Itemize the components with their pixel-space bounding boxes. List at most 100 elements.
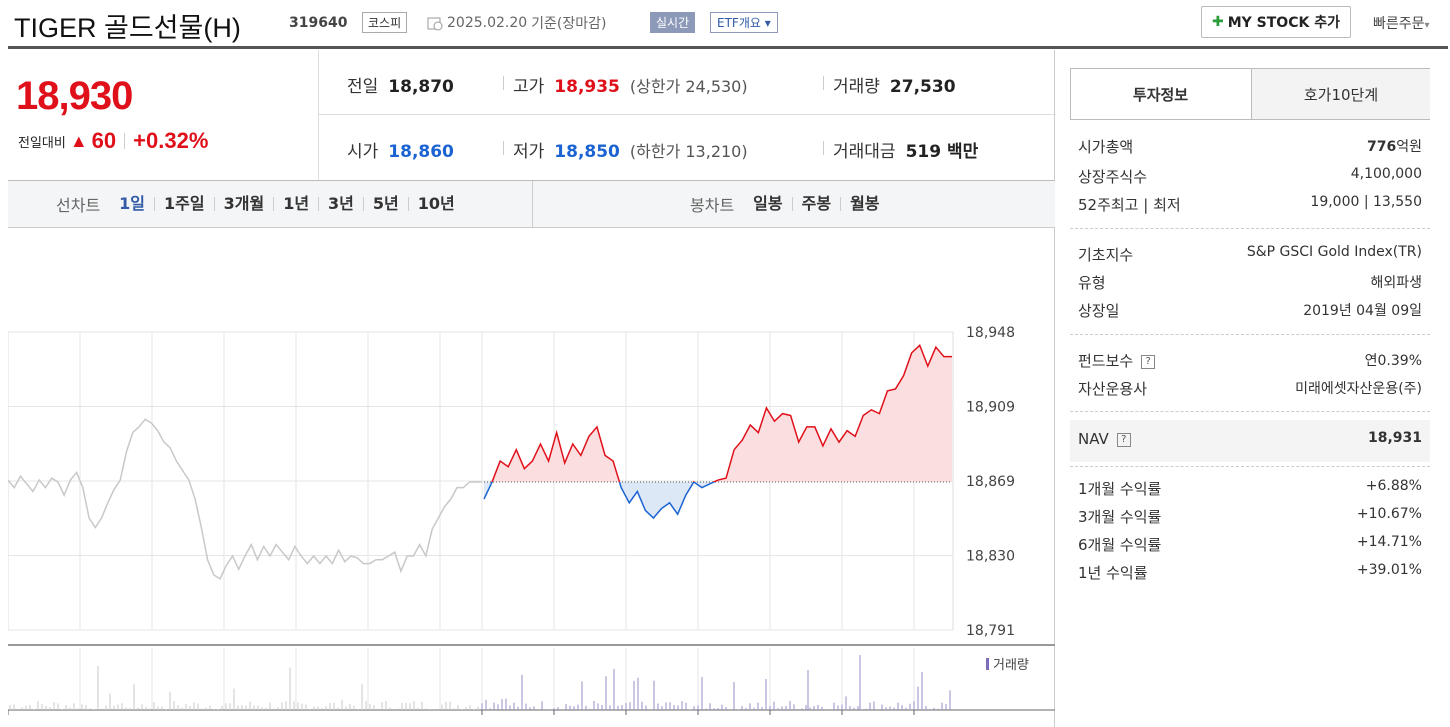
return-6m-row: 6개월 수익률 +14.71% (1078, 534, 1422, 555)
manager-value: 미래에셋자산운용(주) (1295, 381, 1422, 397)
nav-label-group: NAV? (1078, 430, 1131, 448)
tab-line-1[interactable]: 1주일 (154, 196, 214, 212)
return-3m-label: 3개월 수익률 (1078, 508, 1162, 526)
header-divider (8, 46, 1448, 49)
y-tick-label: 18,869 (966, 474, 1015, 490)
return-1y-value: +39.01% (1356, 562, 1422, 578)
change-divider (124, 133, 126, 149)
stat-prev-value: 18,870 (388, 77, 454, 97)
tab-candle-0[interactable]: 일봉 (753, 194, 783, 213)
shares-value: 4,100,000 (1350, 166, 1422, 182)
market-cap-number: 776 (1367, 139, 1397, 155)
market-cap-unit: 억원 (1396, 139, 1422, 155)
candle-chart-tabs: 봉차트 일봉 주봉 월봉 (690, 181, 889, 227)
price-change: 전일대비 ▲ 60 +0.32% (18, 128, 208, 154)
w52-value: 19,000 | 13,550 (1310, 194, 1422, 210)
tab-line-3[interactable]: 1년 (273, 196, 318, 212)
w52-label: 52주최고 | 최저 (1078, 196, 1181, 214)
tab-line-0[interactable]: 1일 (119, 194, 146, 213)
tab-candle-2[interactable]: 월봉 (840, 196, 888, 212)
realtime-button[interactable]: 실시간 (650, 12, 696, 33)
market-cap-row: 시가총액 776억원 (1078, 136, 1422, 157)
etf-summary-label: ETF개요 (717, 16, 761, 30)
stat-high: 고가 18,935 (상한가 24,530) (513, 72, 748, 97)
market-cap-value: 776억원 (1367, 136, 1422, 157)
index-value: S&P GSCI Gold Index(TR) (1246, 244, 1422, 260)
listing-row: 상장일 2019년 04월 09일 (1078, 300, 1422, 321)
today-line-up (491, 343, 952, 482)
listing-label: 상장일 (1078, 302, 1120, 320)
type-value: 해외파생 (1370, 275, 1422, 291)
tab-investment-info[interactable]: 투자정보 (1071, 69, 1250, 119)
help-icon[interactable]: ? (1116, 432, 1131, 447)
chevron-down-icon: ▾ (1424, 20, 1430, 31)
nav-value: 18,931 (1367, 430, 1422, 446)
stat-volume-label: 거래량 (833, 77, 880, 97)
stat-divider (503, 76, 504, 90)
stat-volume-value: 27,530 (889, 77, 956, 97)
up-arrow-icon: ▲ (69, 130, 88, 151)
return-3m-value: +10.67% (1356, 506, 1422, 522)
stat-volume: 거래량 27,530 (833, 72, 956, 97)
etf-summary-dropdown[interactable]: ETF개요 ▾ (710, 12, 778, 33)
prev-day-line (8, 418, 482, 580)
y-tick-label: 18,830 (966, 549, 1015, 565)
divider (1070, 228, 1430, 229)
divider (1070, 466, 1430, 467)
stats-row-2: 시가 18,860 저가 18,850 (하한가 13,210) 거래대금 519 백만 (319, 115, 1056, 180)
tab-line-2[interactable]: 3개월 (213, 196, 274, 212)
stock-title: TIGER 골드선물(H) (14, 13, 241, 43)
quick-order-dropdown[interactable]: 빠른주문▾ (1373, 13, 1430, 33)
nav-value-wrap: 18,931 (1368, 430, 1422, 448)
date-label: 2025.02.20 기준(장마감) (427, 13, 607, 33)
divider (1070, 334, 1430, 335)
stat-low-label: 저가 (513, 142, 545, 162)
return-3m-row: 3개월 수익률 +10.67% (1078, 506, 1422, 527)
return-1m-value: +6.88% (1365, 478, 1422, 494)
return-1y-label: 1년 수익률 (1078, 564, 1148, 582)
divider (1070, 411, 1430, 412)
stat-upper-limit: (상한가 24,530) (629, 77, 748, 96)
fee-value: 연0.39% (1364, 353, 1422, 369)
return-1m-label: 1개월 수익률 (1078, 480, 1162, 498)
index-label: 기초지수 (1078, 246, 1134, 264)
stat-amount-value: 519 백만 (905, 142, 979, 162)
tab-candle-1[interactable]: 주봉 (791, 196, 840, 212)
mystock-label: MY STOCK 추가 (1227, 15, 1340, 31)
candle-chart-label: 봉차트 (690, 196, 735, 215)
stat-low: 저가 18,850 (하한가 13,210) (513, 137, 748, 162)
mystock-add-button[interactable]: ✚ MY STOCK 추가 (1201, 6, 1351, 38)
quick-order-label: 빠른주문 (1373, 16, 1425, 32)
listing-value: 2019년 04월 09일 (1303, 303, 1422, 319)
help-icon[interactable]: ? (1141, 354, 1156, 369)
tab-line-5[interactable]: 5년 (362, 196, 408, 212)
price-stats: 전일 18,870 고가 18,935 (상한가 24,530) 거래량 27,530 … (318, 50, 1056, 180)
market-badge: 코스피 (362, 12, 408, 33)
stat-divider (823, 141, 824, 155)
current-price: 18,930 (16, 74, 133, 118)
date-suffix: 기준(장마감) (531, 16, 607, 32)
market-cap-label: 시가총액 (1078, 138, 1134, 156)
type-row: 유형 해외파생 (1078, 272, 1422, 293)
stat-amount-label: 거래대금 (833, 142, 896, 162)
return-1m-row: 1개월 수익률 +6.88% (1078, 478, 1422, 499)
change-value: 60 (91, 128, 117, 153)
stat-open-label: 시가 (347, 142, 379, 162)
up-area (484, 345, 952, 482)
tab-divider (532, 181, 533, 227)
stock-code: 319640 (289, 15, 348, 31)
page-header: TIGER 골드선물(H) 319640 코스피 2025.02.20 기준(장… (0, 0, 1450, 49)
price-box: 18,930 전일대비 ▲ 60 +0.32% (8, 50, 318, 180)
tab-line-4[interactable]: 3년 (318, 196, 363, 212)
stat-low-value: 18,850 (554, 142, 620, 162)
stats-row-1: 전일 18,870 고가 18,935 (상한가 24,530) 거래량 27,530 (319, 50, 1056, 115)
stat-high-value: 18,935 (554, 77, 620, 97)
y-tick-label: 18,909 (966, 400, 1015, 416)
stat-amount: 거래대금 519 백만 (833, 137, 978, 162)
tab-line-6[interactable]: 10년 (407, 196, 464, 212)
index-row: 기초지수 S&P GSCI Gold Index(TR) (1078, 244, 1422, 265)
tab-orderbook-10[interactable]: 호가10단계 (1251, 69, 1430, 119)
change-percent: +0.32% (133, 128, 209, 153)
fee-label-group: 펀드보수? (1078, 350, 1156, 371)
shares-row: 상장주식수 4,100,000 (1078, 166, 1422, 187)
